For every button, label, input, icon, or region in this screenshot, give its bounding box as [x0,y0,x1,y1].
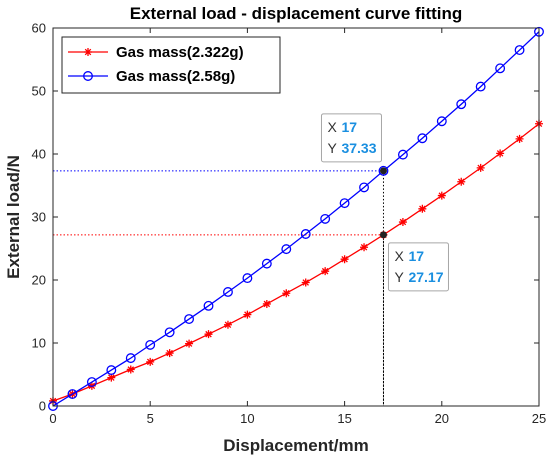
datatip-y-label: Y [327,140,337,156]
data-point [340,255,349,264]
legend-entry-2: Gas mass(2.58g) [68,68,235,85]
datatips: X 17Y 37.33X 17Y 27.17 [320,113,449,292]
y-axis-title: External load/N [4,155,23,279]
data-point [475,81,486,92]
legend-label: Gas mass(2.322g) [116,44,244,61]
data-point [203,300,214,311]
data-point [457,177,466,186]
x-tick-label: 15 [337,411,351,426]
x-tick-label: 5 [147,411,154,426]
datatip-marker [379,231,387,239]
data-point [185,339,194,348]
data-point [204,330,213,339]
data-point [301,278,310,287]
datatip-y-value: 27.17 [408,269,443,285]
data-point [456,99,467,110]
data-point [146,357,155,366]
data-point [282,289,291,298]
datatip-1: X 17Y 37.33 [320,113,387,175]
data-point [106,365,117,376]
legend-box [61,36,281,94]
data-point [243,310,252,319]
legend-marker [83,71,93,81]
x-tick-label: 0 [49,411,56,426]
series-2 [48,26,544,411]
data-point [300,229,311,239]
data-point [223,287,233,297]
data-point [261,258,272,269]
x-tick-label: 25 [532,411,546,426]
datatip-box [320,113,382,163]
data-point [145,339,156,350]
data-point [165,349,174,358]
legend-label: Gas mass(2.58g) [116,68,235,85]
y-tick-label: 40 [32,147,46,162]
data-point [339,198,350,209]
data-point [398,218,407,227]
y-tick-label: 0 [39,399,46,414]
data-point [476,163,485,172]
data-point [436,116,447,127]
datatip-x-label: X [394,248,404,264]
data-point [359,182,369,193]
y-tick-label: 60 [32,21,46,36]
data-point [496,149,505,158]
data-point [515,134,524,143]
data-point [184,314,195,325]
data-point [397,149,408,160]
datatip-x-value: 17 [408,248,424,264]
series-line [52,123,540,402]
datatip-y-label: Y [394,269,404,285]
data-point [514,45,525,56]
axes: 0 5 10 15 20 25 0 10 20 30 40 50 60 [32,21,547,427]
data-point [67,389,78,399]
data-point [417,133,428,144]
datatip-x-value: 17 [341,119,357,135]
legend: Gas mass(2.322g) Gas mass(2.58g) [61,36,281,94]
y-tick-label: 30 [32,210,46,225]
legend-marker [84,48,92,56]
data-point [418,204,427,213]
data-point [242,273,253,284]
data-point [281,244,292,255]
x-tick-label: 10 [240,411,254,426]
datatip-2: X 17Y 27.17 [379,231,449,292]
datatip-y-value: 37.33 [341,140,376,156]
data-point [360,243,369,252]
data-point [321,267,330,276]
data-point [164,327,175,338]
data-point [378,165,389,176]
datatip-box [387,242,449,292]
data-point [320,213,331,224]
data-point [86,377,97,388]
y-tick-label: 10 [32,336,46,351]
x-axis-title: Displacement/mm [223,436,369,455]
y-tick-label: 20 [32,273,46,288]
data-point [107,373,116,382]
datatip-x-label: X [327,119,337,135]
data-point [495,63,506,74]
data-point [437,191,446,200]
datatip-guides [53,170,384,406]
y-tick-label: 50 [32,84,46,99]
data-point [126,365,135,374]
legend-entry-1: Gas mass(2.322g) [68,44,244,61]
datatip-marker [379,167,387,175]
x-tick-label: 20 [435,411,449,426]
data-point [223,320,232,329]
data-point [262,299,271,308]
data-point [125,353,136,364]
chart-title: External load - displacement curve fitti… [130,4,463,23]
